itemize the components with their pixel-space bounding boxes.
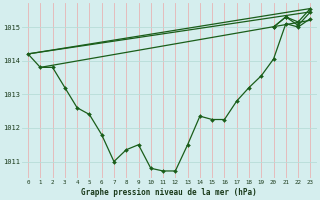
X-axis label: Graphe pression niveau de la mer (hPa): Graphe pression niveau de la mer (hPa) [81, 188, 257, 197]
